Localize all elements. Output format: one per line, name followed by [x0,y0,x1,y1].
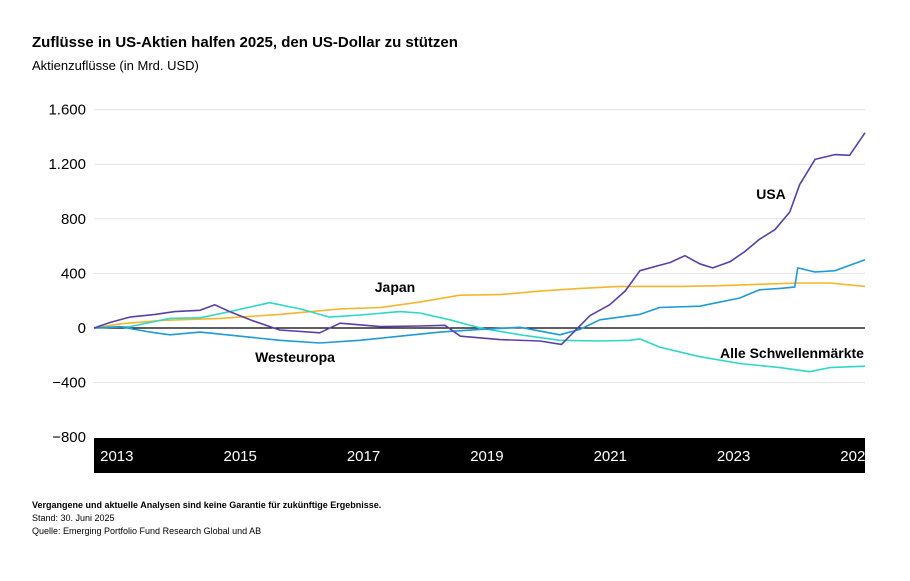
series-label: Westeuropa [255,349,335,365]
source-note: Quelle: Emerging Portfolio Fund Research… [32,526,262,536]
series-line-usa [93,132,866,346]
x-tick-label: 2025 [840,448,873,465]
series-line-japan [93,282,866,329]
x-tick-label: 2023 [717,448,750,465]
y-tick-label: 400 [61,265,86,282]
y-tick-label: −800 [52,429,86,446]
x-tick-label: 2013 [100,448,133,465]
y-tick-label: 800 [61,211,86,228]
x-tick-label: 2019 [470,448,503,465]
y-tick-label: −400 [52,375,86,392]
disclaimer: Vergangene und aktuelle Analysen sind ke… [32,500,382,510]
series-label: Japan [375,279,415,295]
series-label: Alle Schwellenmärkte [720,345,864,361]
date-note: Stand: 30. Juni 2025 [32,513,115,523]
x-tick-label: 2015 [223,448,256,465]
x-tick-label: 2021 [594,448,627,465]
chart-title: Zuflüsse in US-Aktien halfen 2025, den U… [32,34,458,51]
y-tick-label: 1.200 [48,156,86,173]
y-axis-label: Aktienzuflüsse (in Mrd. USD) [32,58,199,73]
x-axis-band [94,438,865,473]
x-tick-label: 2017 [347,448,380,465]
series-line-alle-schwellenmärkte [93,259,866,344]
series-label: USA [756,186,786,202]
y-tick-label: 1.600 [48,102,86,119]
y-tick-label: 0 [78,320,86,337]
